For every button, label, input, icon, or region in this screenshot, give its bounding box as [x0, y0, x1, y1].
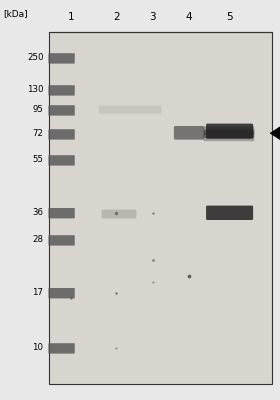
FancyBboxPatch shape	[48, 288, 75, 298]
FancyBboxPatch shape	[48, 129, 75, 140]
FancyBboxPatch shape	[174, 126, 204, 140]
Text: 3: 3	[149, 12, 156, 22]
FancyBboxPatch shape	[48, 155, 75, 166]
FancyBboxPatch shape	[206, 124, 253, 139]
FancyBboxPatch shape	[204, 130, 254, 138]
Text: 36: 36	[32, 208, 43, 217]
Text: 2: 2	[113, 12, 120, 22]
Text: [kDa]: [kDa]	[3, 9, 27, 18]
Text: 130: 130	[27, 86, 43, 94]
Text: 55: 55	[32, 156, 43, 164]
FancyBboxPatch shape	[48, 208, 75, 218]
FancyBboxPatch shape	[206, 206, 253, 220]
Text: 95: 95	[32, 106, 43, 114]
FancyBboxPatch shape	[48, 53, 75, 64]
Text: 10: 10	[32, 344, 43, 352]
FancyBboxPatch shape	[204, 126, 254, 135]
FancyBboxPatch shape	[204, 133, 254, 141]
FancyBboxPatch shape	[48, 343, 75, 354]
Text: 17: 17	[32, 288, 43, 297]
FancyBboxPatch shape	[99, 106, 162, 114]
Text: 250: 250	[27, 54, 43, 62]
FancyBboxPatch shape	[48, 105, 75, 116]
Text: 1: 1	[68, 12, 75, 22]
Text: 28: 28	[32, 236, 43, 244]
Text: 72: 72	[32, 130, 43, 138]
Polygon shape	[270, 123, 280, 143]
Text: 5: 5	[226, 12, 233, 22]
FancyBboxPatch shape	[102, 210, 136, 218]
FancyBboxPatch shape	[48, 85, 75, 96]
Bar	[49, 32, 272, 384]
Text: 4: 4	[186, 12, 192, 22]
FancyBboxPatch shape	[48, 235, 75, 246]
